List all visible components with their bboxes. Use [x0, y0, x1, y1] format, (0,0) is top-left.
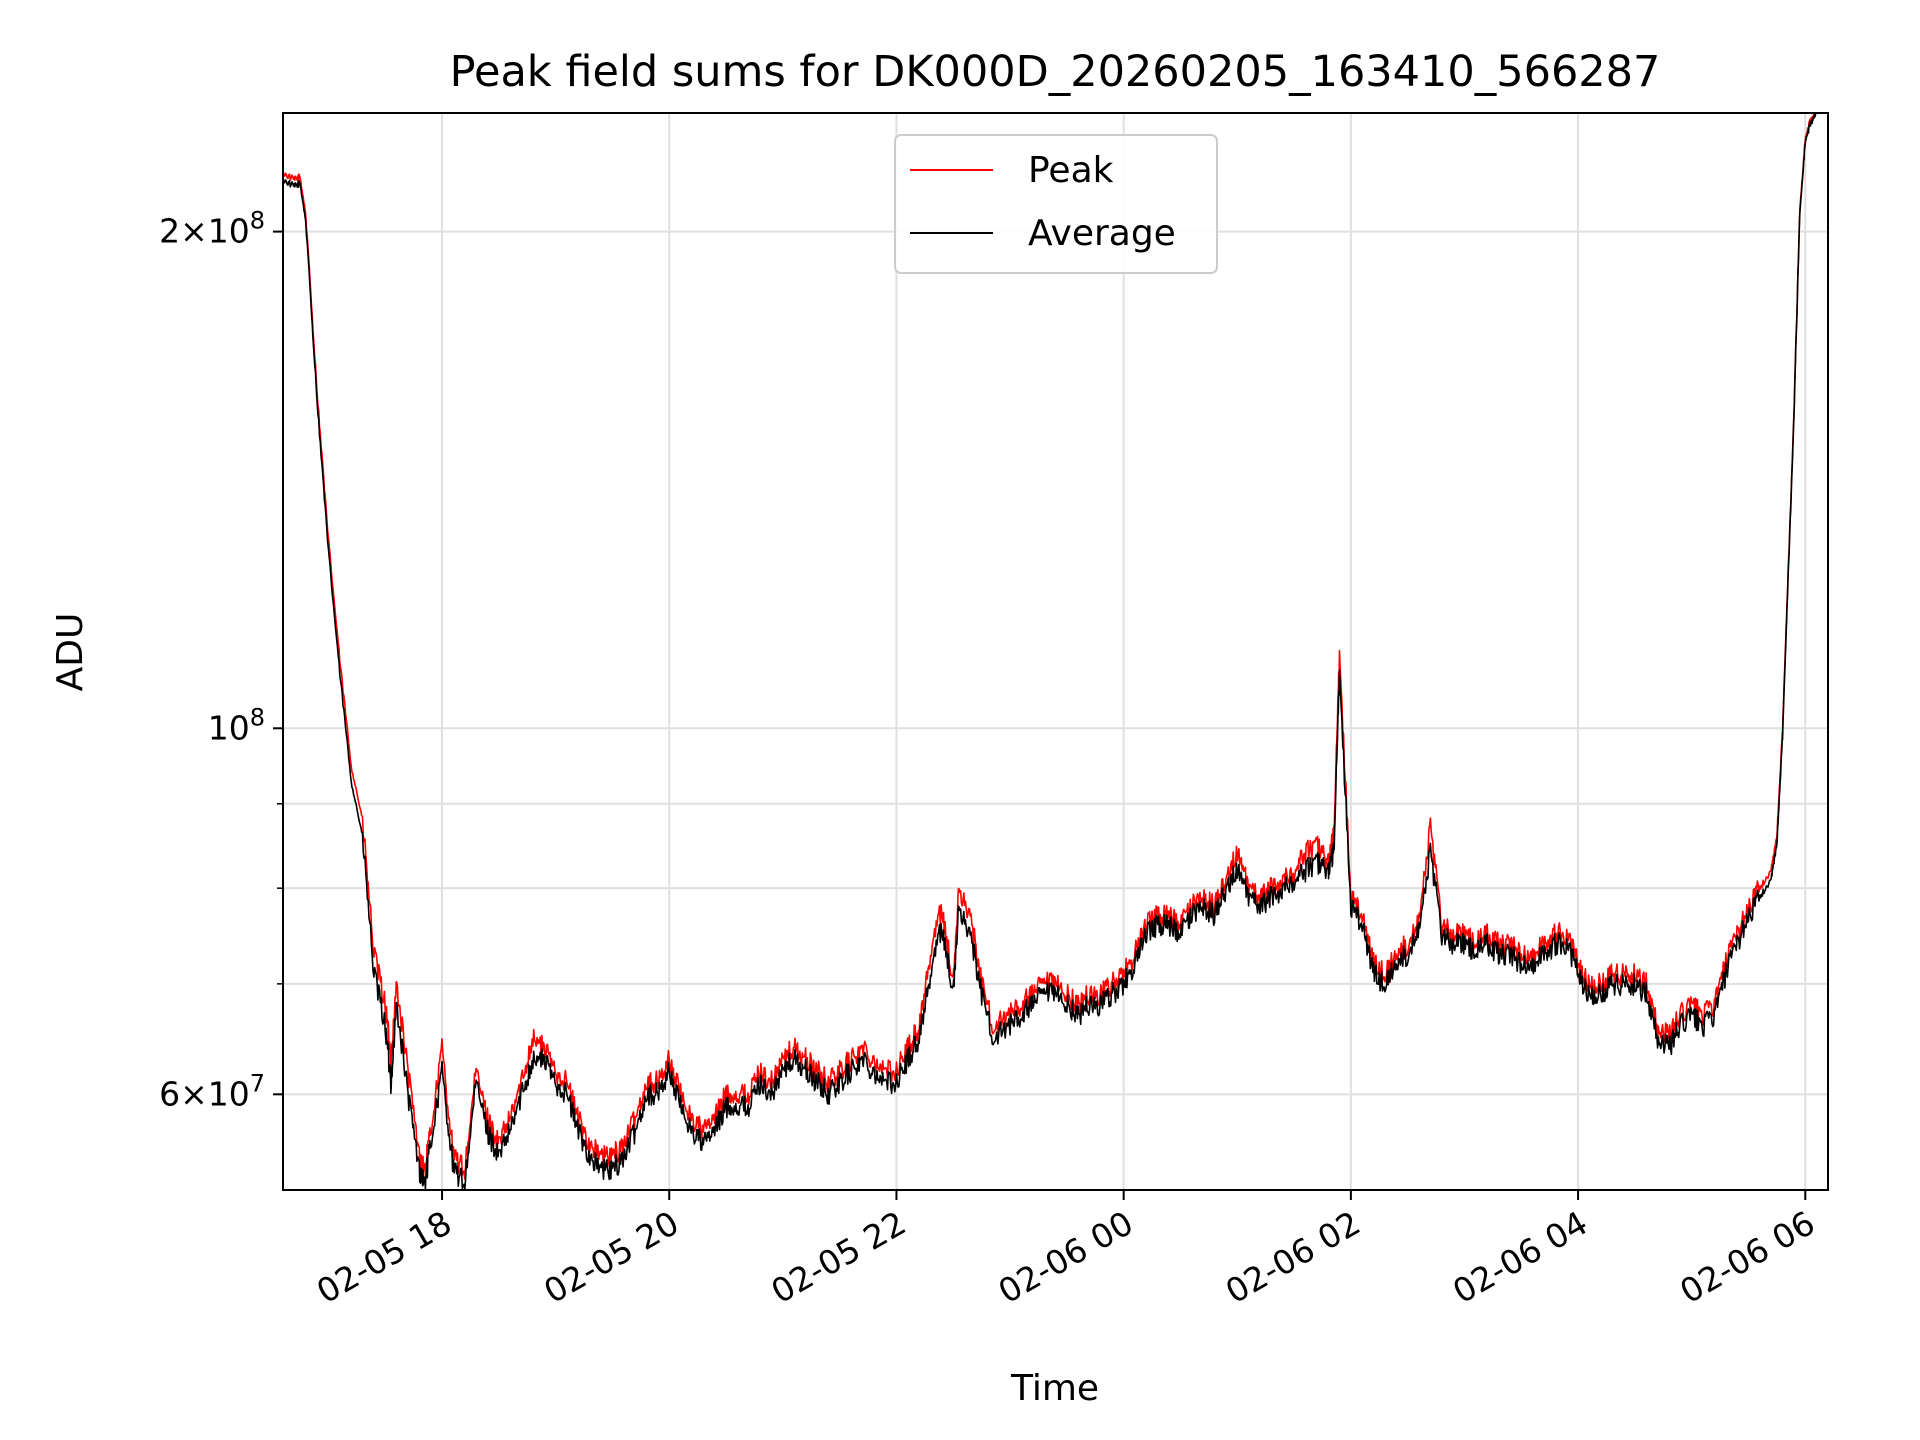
series-line-peak: [282, 112, 1817, 1180]
legend: Peak Average: [894, 134, 1218, 274]
x-axis-label: Time: [1010, 1368, 1099, 1409]
y-tick-label: 2×108: [159, 207, 265, 251]
series-line-average: [282, 113, 1817, 1191]
chart-title: Peak field sums for DK000D_20260205_1634…: [450, 47, 1661, 97]
legend-label-average: Average: [1028, 213, 1176, 254]
y-axis-label: ADU: [50, 613, 91, 692]
legend-label-peak: Peak: [1028, 150, 1114, 191]
y-tick-label: 108: [208, 703, 265, 747]
series-lines: [282, 112, 1817, 1191]
y-tick-label: 6×107: [159, 1069, 265, 1113]
plot-frame: [282, 112, 1829, 1191]
